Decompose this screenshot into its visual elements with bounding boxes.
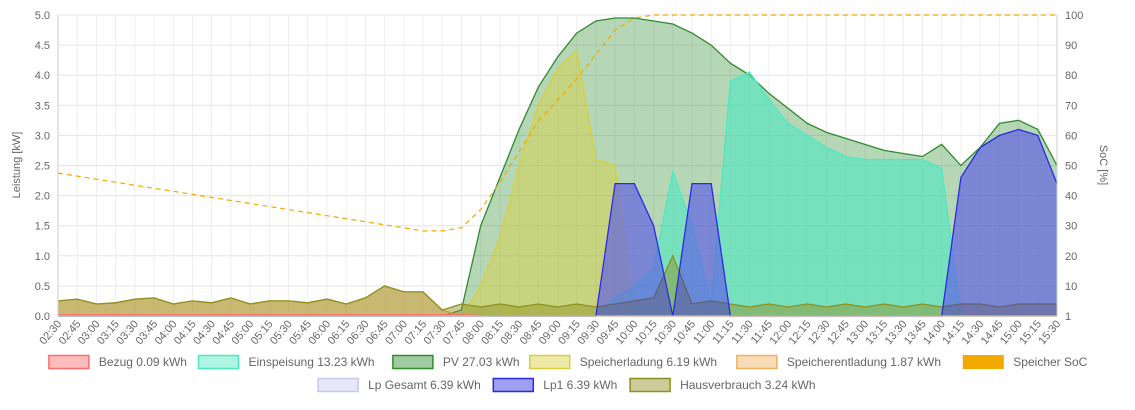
y-tick-label: 0.0 — [35, 311, 50, 323]
area-speicherladung — [58, 51, 1057, 316]
y2-tick-label: 10 — [1065, 281, 1077, 293]
legend-swatch — [962, 355, 1004, 369]
y-tick-label: 4.5 — [35, 40, 50, 52]
y2-tick-label: 20 — [1065, 251, 1077, 263]
x-tick-label: 10:45 — [671, 318, 698, 347]
y-tick-label: 1.0 — [35, 251, 50, 263]
area-einspeisung — [58, 72, 1057, 316]
y-tick-label: 2.5 — [35, 161, 50, 173]
legend-label: Speicher SoC — [1013, 355, 1087, 369]
legend: Bezug 0.09 kWh Einspeisung 13.23 kWh PV 27… — [48, 354, 1088, 393]
y-tick-label: 4.0 — [35, 70, 50, 82]
legend-swatch — [629, 377, 671, 393]
legend-swatch — [528, 354, 571, 370]
legend-label: Speicherentladung 1.87 kWh — [787, 355, 941, 369]
legend-label: Bezug 0.09 kWh — [99, 355, 187, 369]
y-tick-label: 2.0 — [35, 191, 50, 203]
legend-label: Hausverbrauch 3.24 kWh — [680, 378, 815, 392]
legend-label: Speicherladung 6.19 kWh — [580, 355, 717, 369]
y2-tick-label: 70 — [1065, 100, 1077, 112]
y2-tick-label: 80 — [1065, 70, 1077, 82]
y-axis-title: Leistung [kW] — [11, 132, 23, 199]
area-lp — [58, 129, 1057, 316]
legend-label: PV 27.03 kWh — [443, 355, 520, 369]
y2-tick-label: 60 — [1065, 130, 1077, 142]
legend-swatch — [492, 377, 535, 393]
legend-label: Lp1 6.39 kWh — [543, 378, 617, 392]
y-tick-label: 5.0 — [35, 10, 50, 22]
legend-swatch — [736, 354, 778, 370]
line-hausverbrauch — [57, 254, 1057, 311]
x-tick-label: 15:30 — [1036, 318, 1063, 347]
legend-swatch — [392, 354, 434, 370]
area-lp1 — [58, 129, 1057, 316]
legend-swatch — [197, 354, 240, 370]
y2-tick-label: 40 — [1065, 191, 1077, 203]
y2-tick-label: 1 — [1065, 311, 1071, 323]
y2-tick-label: 30 — [1065, 221, 1077, 233]
area-hausverbrauch — [58, 255, 1057, 316]
y-tick-label: 1.5 — [35, 221, 50, 233]
area-speicherentladung — [58, 285, 1057, 316]
y-tick-label: 0.5 — [35, 281, 50, 293]
legend-label: Einspeisung 13.23 kWh — [249, 355, 375, 369]
legend-swatch — [48, 354, 90, 370]
y2-tick-label: 100 — [1065, 10, 1083, 22]
y2-tick-label: 50 — [1065, 161, 1077, 173]
y-tick-label: 3.0 — [35, 130, 50, 142]
y2-tick-label: 90 — [1065, 40, 1077, 52]
legend-label: Lp Gesamt 6.39 kWh — [368, 378, 481, 392]
y2-axis-title: SoC [%] — [1097, 145, 1109, 185]
legend-swatch — [317, 377, 359, 393]
line-speicher-soc — [57, 14, 1057, 232]
y-tick-label: 3.5 — [35, 100, 50, 112]
